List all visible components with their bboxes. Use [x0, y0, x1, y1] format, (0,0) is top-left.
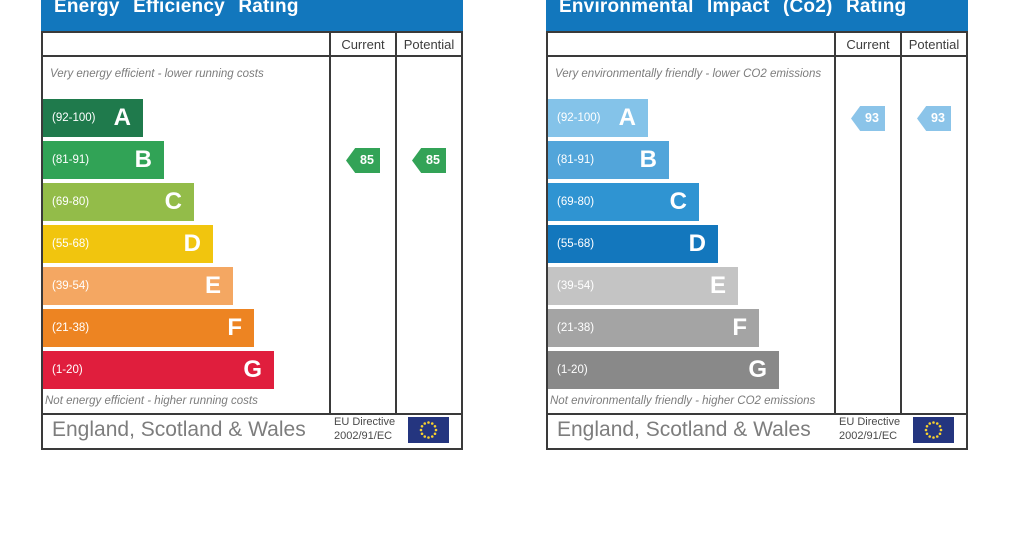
eu-directive-line2: 2002/91/EC — [334, 430, 393, 442]
band-range: (81-91) — [52, 154, 90, 166]
band-letter: C — [669, 188, 687, 215]
column-header-row: Current Potential — [548, 33, 966, 57]
potential-rating-arrow: 93 — [917, 106, 951, 131]
band-row-c: (69-80) C — [43, 183, 194, 221]
chart-footer: England, Scotland & Wales EU Directive 2… — [43, 413, 461, 445]
eu-directive-line1: EU Directive — [839, 416, 901, 429]
current-value-column: 93 — [834, 57, 900, 413]
chart-table: Current Potential Very environmentally f… — [546, 31, 968, 450]
band-row-g: (1-20) G — [43, 351, 274, 389]
band-range: (69-80) — [52, 196, 90, 208]
band-range: (39-54) — [52, 280, 90, 292]
header-spacer — [548, 33, 834, 55]
bottom-note: Not energy efficient - higher running co… — [45, 395, 258, 407]
band-row-a: (92-100) A — [548, 99, 648, 137]
chart-body: Very energy efficient - lower running co… — [43, 57, 461, 413]
top-note: Very energy efficient - lower running co… — [50, 68, 264, 80]
band-letter: A — [113, 104, 131, 131]
chart-title: Energy Efficiency Rating — [54, 0, 299, 17]
band-range: (1-20) — [557, 364, 588, 376]
band-letter: F — [732, 314, 747, 341]
band-row-g: (1-20) G — [548, 351, 779, 389]
chart-title-bar: Environmental Impact (Co2) Rating — [546, 0, 968, 31]
column-header-row: Current Potential — [43, 33, 461, 57]
band-row-b: (81-91) B — [548, 141, 669, 179]
chart-title-bar: Energy Efficiency Rating — [41, 0, 463, 31]
eu-directive-line1: EU Directive — [334, 416, 396, 429]
band-letter: G — [243, 356, 262, 383]
band-row-b: (81-91) B — [43, 141, 164, 179]
band-letter: C — [164, 188, 182, 215]
potential-rating-arrow: 85 — [412, 148, 446, 173]
potential-column-header: Potential — [395, 33, 461, 55]
band-letter: D — [183, 230, 201, 257]
region-label: England, Scotland & Wales — [557, 418, 811, 441]
eu-flag-icon — [913, 417, 954, 443]
current-column-header: Current — [329, 33, 395, 55]
band-range: (69-80) — [557, 196, 595, 208]
band-row-d: (55-68) D — [548, 225, 718, 263]
eu-directive-line2: 2002/91/EC — [839, 430, 898, 442]
chart-body: Very environmentally friendly - lower CO… — [548, 57, 966, 413]
band-range: (39-54) — [557, 280, 595, 292]
eu-directive-label: EU Directive 2002/91/EC — [839, 416, 905, 444]
band-letter: B — [134, 146, 152, 173]
bottom-note: Not environmentally friendly - higher CO… — [550, 395, 816, 407]
eu-flag-icon — [408, 417, 449, 443]
chart-table: Current Potential Very energy efficient … — [41, 31, 463, 450]
current-rating-arrow: 93 — [851, 106, 885, 131]
chart-footer: England, Scotland & Wales EU Directive 2… — [548, 413, 966, 445]
band-letter: E — [204, 272, 221, 299]
band-range: (55-68) — [557, 238, 595, 250]
band-range: (21-38) — [557, 322, 595, 334]
band-range: (92-100) — [52, 112, 96, 124]
band-letter: G — [748, 356, 767, 383]
band-row-e: (39-54) E — [548, 267, 738, 305]
current-column-header: Current — [834, 33, 900, 55]
energy-efficiency-chart: Energy Efficiency Rating Current Potenti… — [41, 0, 463, 450]
rating-bands-area: Very energy efficient - lower running co… — [43, 57, 329, 413]
header-spacer — [43, 33, 329, 55]
band-letter: A — [618, 104, 636, 131]
band-letter: F — [227, 314, 242, 341]
band-range: (92-100) — [557, 112, 601, 124]
band-letter: D — [688, 230, 706, 257]
band-row-a: (92-100) A — [43, 99, 143, 137]
current-value-column: 85 — [329, 57, 395, 413]
band-row-f: (21-38) F — [43, 309, 254, 347]
potential-value-column: 85 — [395, 57, 461, 413]
environmental-impact-chart: Environmental Impact (Co2) Rating Curren… — [546, 0, 968, 450]
current-rating-arrow: 85 — [346, 148, 380, 173]
rating-bands-area: Very environmentally friendly - lower CO… — [548, 57, 834, 413]
band-range: (1-20) — [52, 364, 83, 376]
band-row-e: (39-54) E — [43, 267, 233, 305]
band-range: (55-68) — [52, 238, 90, 250]
band-letter: E — [709, 272, 726, 299]
eu-directive-label: EU Directive 2002/91/EC — [334, 416, 400, 444]
potential-value-column: 93 — [900, 57, 966, 413]
top-note: Very environmentally friendly - lower CO… — [555, 68, 822, 80]
potential-column-header: Potential — [900, 33, 966, 55]
band-row-d: (55-68) D — [43, 225, 213, 263]
band-range: (81-91) — [557, 154, 595, 166]
chart-title: Environmental Impact (Co2) Rating — [559, 0, 907, 17]
band-range: (21-38) — [52, 322, 90, 334]
band-row-f: (21-38) F — [548, 309, 759, 347]
band-letter: B — [639, 146, 657, 173]
region-label: England, Scotland & Wales — [52, 418, 306, 441]
band-row-c: (69-80) C — [548, 183, 699, 221]
